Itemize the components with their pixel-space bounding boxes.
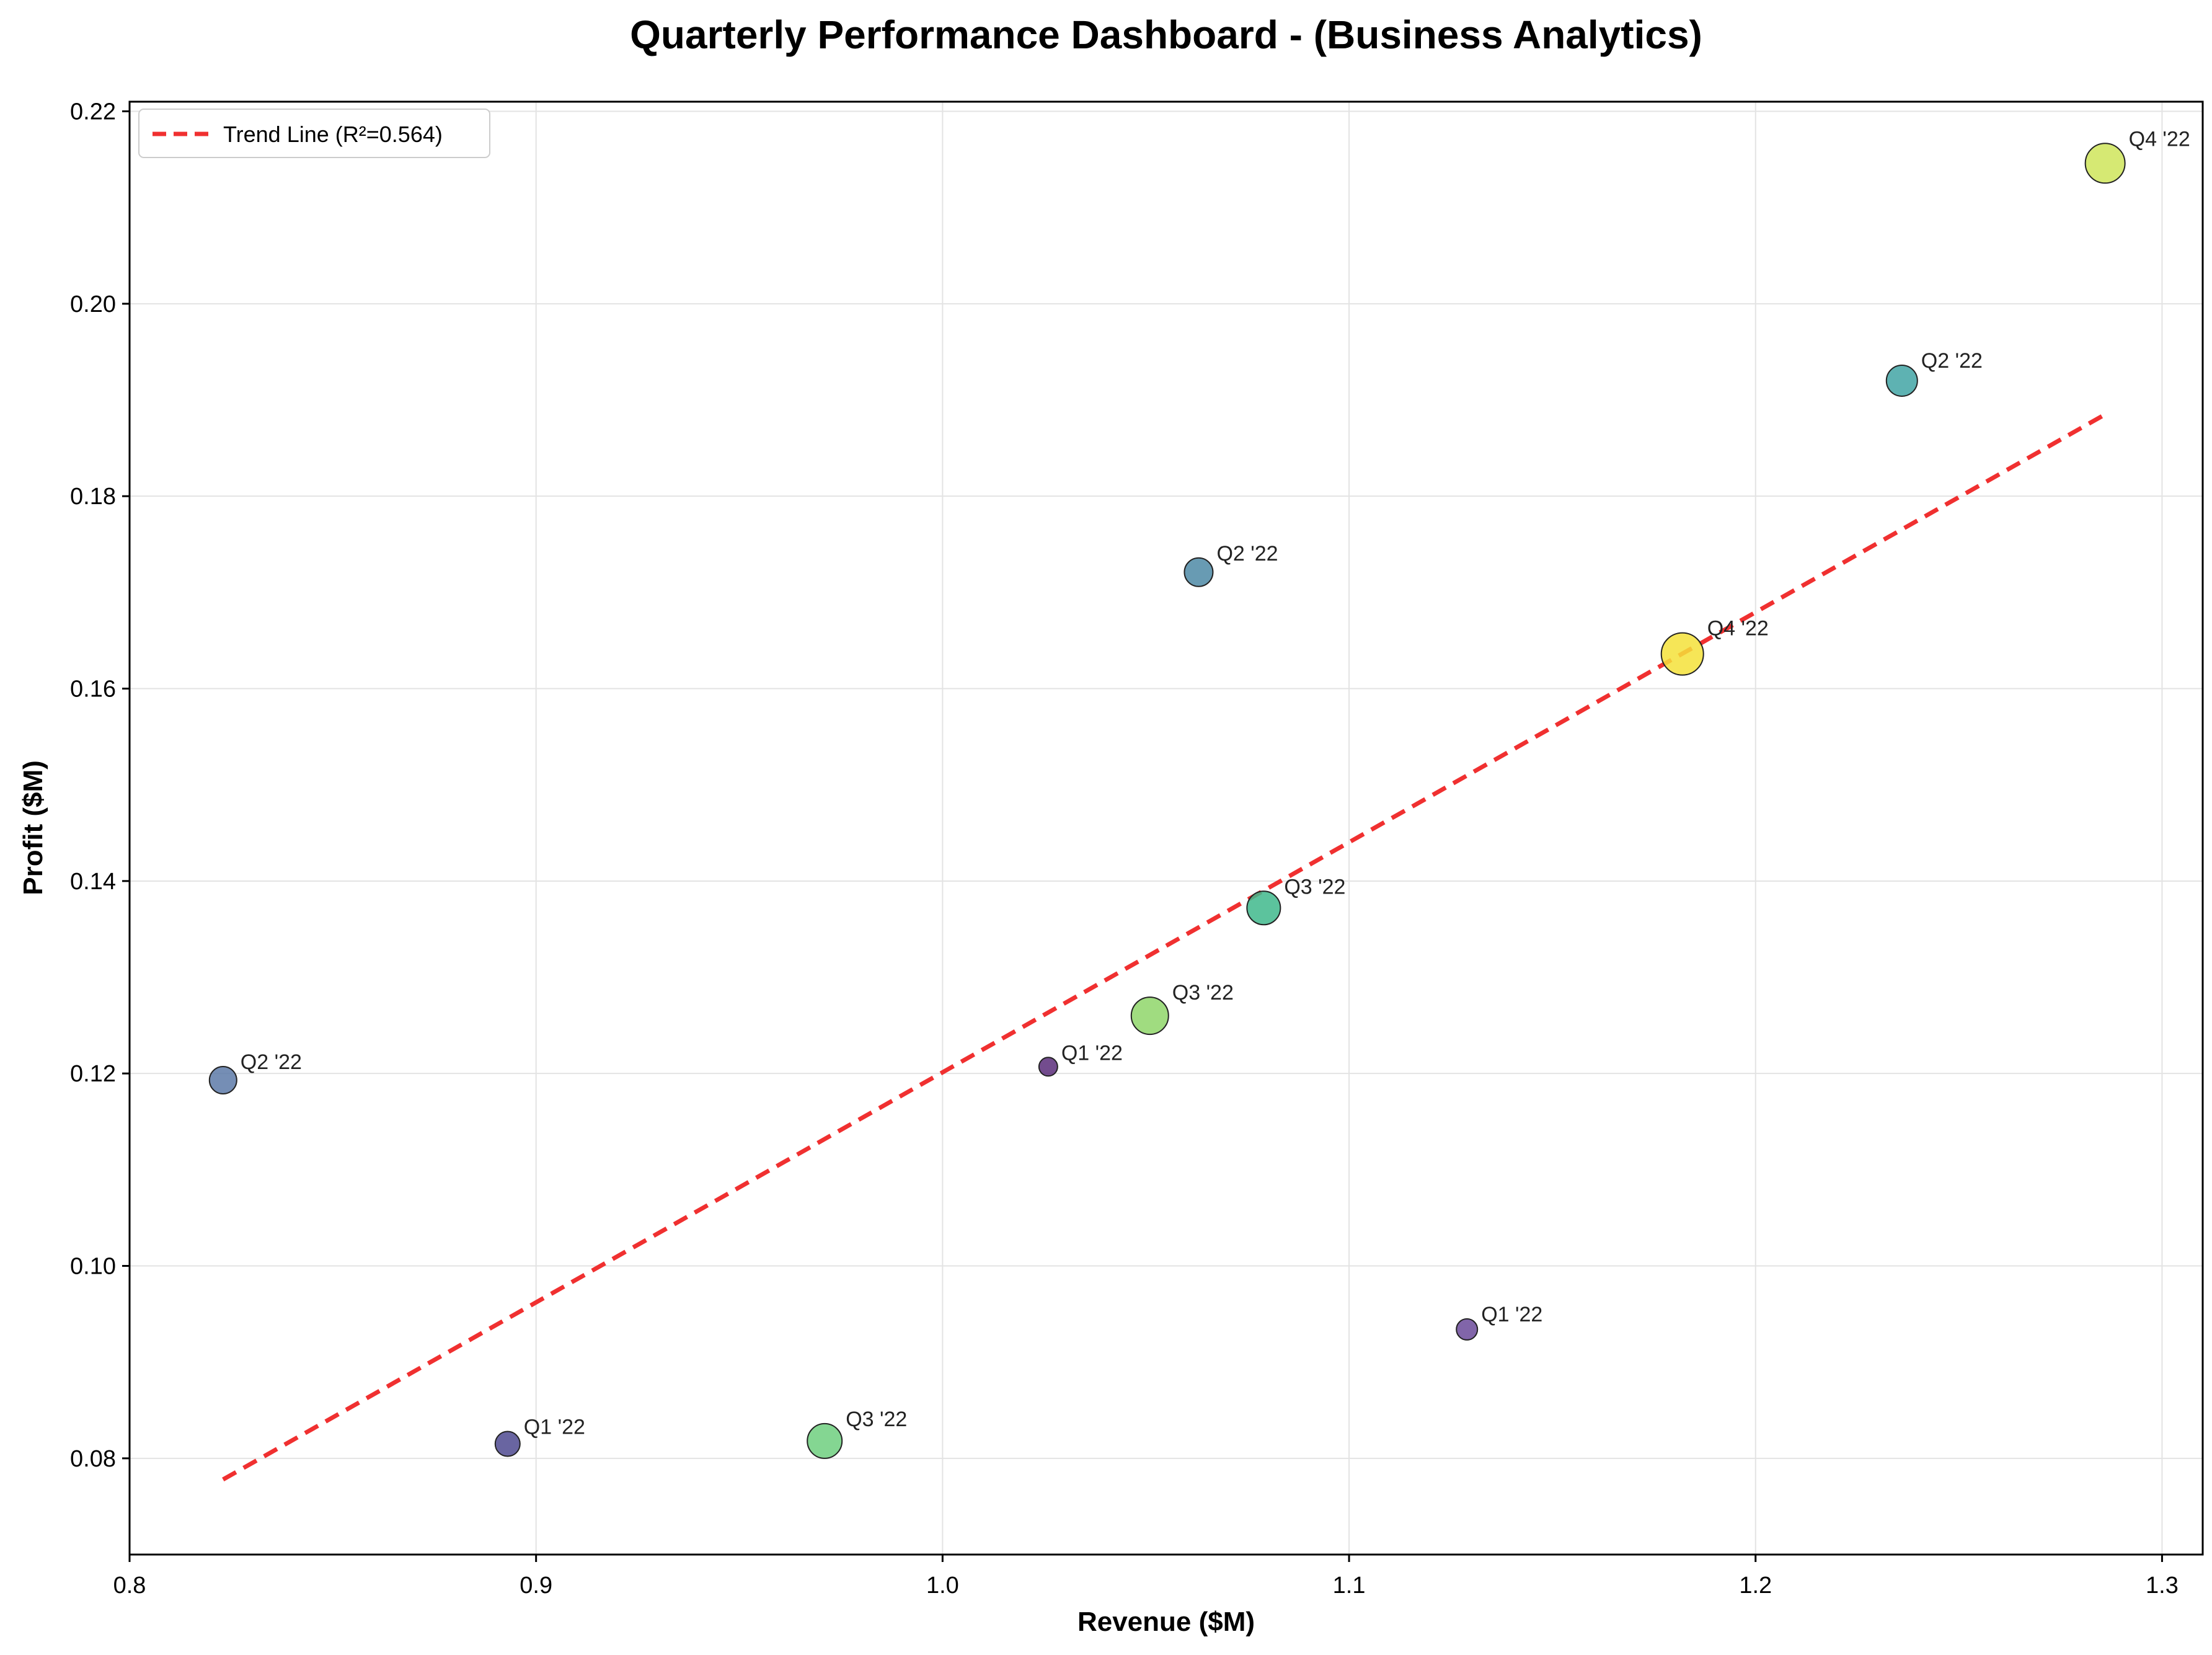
data-point: [1038, 1057, 1058, 1077]
y-tick-label: 0.08: [70, 1446, 116, 1472]
x-axis-label: Revenue ($M): [1077, 1607, 1255, 1637]
legend-trend-label: Trend Line (R²=0.564): [223, 122, 443, 147]
point-label: Q2 '22: [241, 1050, 302, 1074]
data-points: [208, 143, 2126, 1459]
trend-line: [222, 412, 2107, 1482]
y-axis-label: Profit ($M): [18, 760, 48, 895]
y-axis-ticks: 0.08 0.10 0.12 0.14 0.16 0.18 0.20 0.22: [70, 99, 130, 1472]
legend-box: [138, 109, 490, 158]
trend-line-group: [222, 412, 2107, 1482]
x-tick-label: 0.8: [113, 1573, 146, 1599]
x-tick-label: 1.2: [1739, 1573, 1772, 1599]
plot-frame: [128, 100, 2204, 1556]
y-tick-label: 0.22: [70, 99, 116, 125]
y-tick-label: 0.20: [70, 291, 116, 317]
y-tick-label: 0.16: [70, 677, 116, 703]
data-point: [1130, 996, 1169, 1036]
grid-lines: [129, 102, 2203, 1555]
point-label: Q3 '22: [1284, 875, 1345, 898]
data-point: [1183, 557, 1214, 587]
point-label: Q1 '22: [524, 1416, 585, 1439]
x-axis-ticks: 0.8 0.9 1.0 1.1 1.2 1.3: [113, 1555, 2179, 1599]
x-tick-label: 1.1: [1333, 1573, 1366, 1599]
data-point: [807, 1422, 843, 1459]
y-tick-label: 0.12: [70, 1061, 116, 1087]
point-label: Q3 '22: [1172, 981, 1234, 1005]
y-tick-label: 0.10: [70, 1254, 116, 1280]
x-tick-label: 1.0: [926, 1573, 959, 1599]
y-tick-label: 0.18: [70, 484, 116, 510]
chart-title: Quarterly Performance Dashboard - (Busin…: [630, 12, 1702, 57]
legend: Trend Line (R²=0.564): [138, 109, 490, 158]
point-label: Q2 '22: [1216, 542, 1278, 566]
point-label: Q1 '22: [1481, 1303, 1542, 1326]
data-point: [1456, 1318, 1479, 1341]
y-tick-label: 0.14: [70, 869, 116, 895]
data-point: [1246, 890, 1281, 926]
point-label: Q2 '22: [1921, 349, 1983, 373]
point-label: Q3 '22: [846, 1408, 907, 1431]
data-point: [1885, 364, 1918, 397]
point-labels: Q1 '22 Q3 '22 Q2 '22 Q1 '22 Q3 '22 Q3 '22 Q2 '…: [241, 127, 2190, 1439]
x-tick-label: 1.3: [2146, 1573, 2179, 1599]
data-point: [1660, 632, 1704, 676]
x-tick-label: 0.9: [520, 1573, 552, 1599]
data-point: [2084, 143, 2126, 184]
data-point: [208, 1066, 237, 1095]
data-point: [494, 1431, 521, 1457]
point-label: Q4 '22: [1707, 617, 1769, 641]
point-label: Q1 '22: [1061, 1041, 1123, 1065]
point-label: Q4 '22: [2129, 127, 2190, 151]
